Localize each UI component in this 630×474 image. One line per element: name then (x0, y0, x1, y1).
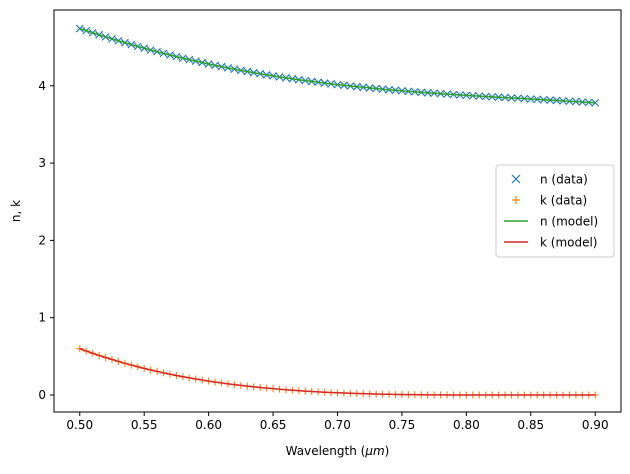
y-tick-label: 3 (38, 156, 46, 170)
x-tick-label: 0.50 (66, 418, 93, 432)
legend-item-n-model: n (model) (504, 215, 598, 229)
legend-label: k (model) (540, 236, 598, 250)
legend-item-k-model: k (model) (504, 236, 598, 250)
y-tick-label: 0 (38, 388, 46, 402)
y-tick-label: 4 (38, 79, 46, 93)
plus-marker-icon (512, 196, 520, 204)
y-tick-label: 2 (38, 233, 46, 247)
x-tick-label: 0.90 (582, 418, 609, 432)
x-axis: 0.50 0.55 0.60 0.65 0.70 0.75 0.80 0.85 0.90 (66, 412, 609, 432)
series-n-data (75, 24, 600, 107)
legend: n (data) k (data) n (model) k (model) (495, 164, 615, 258)
y-axis: 0 1 2 3 4 (38, 79, 54, 402)
y-axis-label: n, k (9, 200, 23, 222)
legend-label: n (model) (540, 215, 598, 229)
legend-box (495, 164, 615, 258)
series-line-k-model (79, 347, 596, 396)
x-tick-label: 0.65 (260, 418, 287, 432)
x-tick-label: 0.70 (324, 418, 351, 432)
plot-area (75, 24, 600, 399)
legend-item-n-data: n (data) (511, 173, 588, 187)
series-line-n-model (79, 27, 596, 104)
x-tick-label: 0.55 (131, 418, 158, 432)
x-tick-label: 0.60 (195, 418, 222, 432)
x-tick-label: 0.80 (453, 418, 480, 432)
legend-item-k-data: k (data) (512, 194, 587, 208)
x-tick-label: 0.75 (389, 418, 416, 432)
legend-label: n (data) (540, 173, 588, 187)
x-marker-icon (511, 174, 521, 184)
series-k-data (76, 345, 599, 399)
y-tick-label: 1 (38, 311, 46, 325)
legend-label: k (data) (540, 194, 587, 208)
x-axis-label: Wavelength (μm) (286, 444, 390, 458)
x-tick-label: 0.85 (517, 418, 544, 432)
